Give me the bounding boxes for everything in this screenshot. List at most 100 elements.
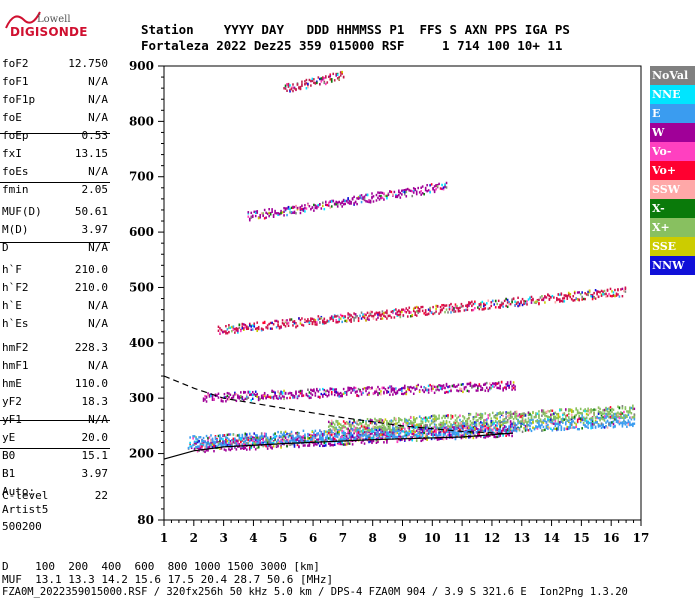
echo-point xyxy=(505,304,507,308)
echo-point xyxy=(371,430,373,433)
echo-point xyxy=(320,78,323,82)
echo-point xyxy=(231,447,233,450)
echo-point xyxy=(308,433,311,437)
echo-point xyxy=(497,386,500,390)
echo-point xyxy=(527,429,530,432)
echo-point xyxy=(238,438,241,441)
echo-point xyxy=(409,416,412,419)
echo-point xyxy=(603,419,606,422)
echo-point xyxy=(541,298,543,302)
echo-point xyxy=(412,432,415,435)
echo-point xyxy=(311,434,314,437)
param-value: 18.3 xyxy=(81,395,109,408)
y-tick-label: 200 xyxy=(129,447,154,461)
echo-point xyxy=(421,305,424,309)
echo-point xyxy=(353,203,355,206)
echo-point xyxy=(618,295,621,298)
echo-point xyxy=(442,430,445,433)
echo-point xyxy=(357,195,360,199)
echo-point xyxy=(283,431,285,434)
echo-point xyxy=(480,429,482,432)
echo-point xyxy=(590,423,592,426)
echo-point xyxy=(383,314,385,318)
echo-point xyxy=(329,438,332,441)
echo-point xyxy=(421,430,424,434)
echo-point xyxy=(436,388,439,391)
echo-point xyxy=(630,406,633,410)
echo-point xyxy=(311,393,314,397)
echo-point xyxy=(532,410,534,414)
echo-point xyxy=(529,296,531,299)
echo-point xyxy=(559,421,561,424)
echo-point xyxy=(383,386,385,390)
echo-point xyxy=(219,434,221,437)
echo-point xyxy=(375,199,378,202)
echo-point xyxy=(561,421,564,424)
echo-point xyxy=(335,200,338,204)
echo-point xyxy=(477,306,479,309)
echo-point xyxy=(418,427,421,430)
echo-point xyxy=(287,321,290,325)
echo-point xyxy=(408,427,411,430)
echo-point xyxy=(526,300,528,303)
echo-point xyxy=(283,206,285,210)
echo-point xyxy=(283,322,285,326)
echo-point xyxy=(491,411,494,415)
echo-point xyxy=(403,420,406,423)
echo-point xyxy=(478,428,481,431)
echo-point xyxy=(395,195,397,199)
echo-point xyxy=(329,206,332,209)
echo-point xyxy=(347,201,349,204)
echo-point xyxy=(286,439,288,442)
echo-point xyxy=(372,314,375,318)
echo-point xyxy=(438,433,440,437)
echo-point xyxy=(573,415,576,419)
echo-point xyxy=(423,424,425,427)
echo-point xyxy=(535,420,537,423)
echo-point xyxy=(319,202,321,206)
echo-point xyxy=(311,438,314,441)
echo-point xyxy=(436,428,439,431)
echo-point xyxy=(371,314,373,318)
echo-point xyxy=(438,423,440,426)
echo-point xyxy=(378,311,381,315)
echo-point xyxy=(241,322,244,326)
echo-point xyxy=(401,387,403,390)
echo-point xyxy=(420,439,422,443)
echo-point xyxy=(313,78,315,81)
echo-point xyxy=(599,291,601,294)
echo-point xyxy=(526,423,528,426)
echo-point xyxy=(348,202,351,205)
echo-point xyxy=(243,437,245,440)
param-label: C-level xyxy=(2,489,49,502)
echo-point xyxy=(295,390,297,393)
echo-point xyxy=(426,425,428,429)
echo-point xyxy=(480,416,482,419)
echo-point xyxy=(630,418,633,421)
echo-point xyxy=(289,318,291,321)
echo-point xyxy=(482,434,485,438)
echo-point xyxy=(439,187,442,190)
echo-point xyxy=(521,413,524,417)
y-tick-label: 800 xyxy=(129,114,154,128)
echo-point xyxy=(502,418,504,421)
echo-point xyxy=(262,444,264,448)
echo-point xyxy=(222,444,224,447)
echo-point xyxy=(542,412,545,416)
echo-point xyxy=(393,430,396,433)
echo-point xyxy=(554,411,557,414)
echo-point xyxy=(424,310,427,314)
echo-point xyxy=(381,312,384,316)
echo-point xyxy=(485,386,488,389)
echo-point xyxy=(456,435,458,438)
echo-point xyxy=(329,442,332,445)
echo-point xyxy=(322,444,324,448)
echo-point xyxy=(290,87,293,90)
echo-point xyxy=(316,206,318,210)
param-row-h-f: h`F 210.0 xyxy=(2,263,108,277)
echo-point xyxy=(547,427,549,430)
echo-point xyxy=(508,417,510,420)
echo-point xyxy=(323,207,326,211)
echo-point xyxy=(414,433,417,437)
echo-point xyxy=(521,303,524,307)
